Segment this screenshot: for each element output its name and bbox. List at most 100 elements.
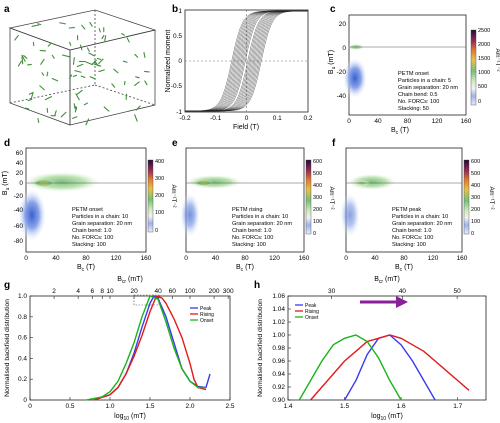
b-ylabel: Normalized moment [165,30,172,93]
svg-text:Particles in a chain: 10: Particles in a chain: 10 [392,214,448,220]
top-tick-label: 50 [454,288,462,295]
particle-chain [24,107,30,110]
ytick-label: 0.8 [18,314,27,321]
ytick-label: 0 [23,397,27,404]
cbar-tick: 100 [471,219,480,225]
ytick-label: 1.02 [272,319,285,326]
cbar-tick: 1000 [478,70,490,76]
cbar-unit-c: Am⁻¹T⁻² [494,49,500,72]
ytick-label: 0.94 [272,371,285,378]
b-yticks: 1 0.5 0 -0.5 -1 [171,8,183,116]
legend-rising: Rising [305,309,319,315]
cbar-tick: 100 [155,210,164,216]
c-ytick: -20 [337,69,347,76]
e-xtick: 120 [269,255,280,262]
h-series [298,334,470,401]
f-xtick: 40 [371,255,379,262]
c-xtick: 120 [432,118,443,125]
f-xtick: 80 [400,255,408,262]
svg-text:Particles in a chain: 10: Particles in a chain: 10 [232,214,288,220]
xtick-label: 1.5 [145,403,154,410]
particle-chain [98,69,105,73]
particle-chain [44,96,53,101]
particle-chain [75,105,77,111]
svg-text:No. FORCs: 100: No. FORCs: 100 [398,99,439,105]
xtick-label: 2.5 [225,403,234,410]
panel-label-e: e [172,138,178,149]
particle-chain [101,34,105,40]
svg-text:Stacking: 100: Stacking: 100 [392,242,426,248]
f-xtick: 160 [457,255,468,262]
particle-chain [76,63,84,68]
particle-chain [81,24,86,30]
g-yticks: 1.0 0.8 0.6 0.4 0.2 0 [18,293,33,404]
negative-region [343,58,367,98]
particle-chain [21,54,26,62]
cbar-tick: 400 [155,159,164,165]
svg-text:Grain separation: 20 nm: Grain separation: 20 nm [398,85,458,91]
forc-diagram-e: 0 40 80 120 160 Bc (T) PETM rising Parti… [180,147,334,273]
svg-text:Chain bend: 0.5: Chain bend: 0.5 [398,92,438,98]
h-xlabel: log10 (mT) [371,413,403,422]
particle-chain [71,116,78,119]
top-tick-label: 60 [169,288,177,295]
top-tick-label: 10 [106,288,114,295]
particle-chain [135,76,140,79]
xtick-label: 1.0 [105,403,114,410]
cbar-tick: 200 [155,193,164,199]
particle-chain [72,74,78,77]
particle-chain [89,76,95,79]
d-annotation: PETM onset Particles in a chain: 10 Grai… [72,207,132,248]
svg-text:No. FORCs: 100: No. FORCs: 100 [72,235,113,241]
ytick-label: 0.2 [18,376,27,383]
h-yticks: 1.06 1.04 1.02 1.00 0.98 0.96 0.94 0.92 0.90 [272,293,291,404]
xtick-label: 0 [28,403,32,410]
particle-chain [75,93,80,101]
ytick-label: 0.92 [272,384,285,391]
c-ytick: 0 [342,45,346,52]
c-xlabel: Bc (T) [391,127,409,136]
svg-text:Particles in a chain: 10: Particles in a chain: 10 [72,214,128,220]
particle-chain [144,80,148,86]
forc-diagram-d: 0 40 80 120 160 60 40 20 0 -20 -40 -60 -… [2,147,176,273]
d-ylabel: Bu (mT) [2,171,11,195]
b-xtick: -0.2 [179,115,191,122]
e-xtick: 40 [212,255,220,262]
c-annotation: PETM onset Particles in a chain: 5 Grain… [398,71,458,112]
particle-chain [31,24,40,27]
particle-chain [37,118,40,123]
b-xtick: 0.2 [303,115,312,122]
particle-chain [40,58,45,65]
particle-chain [134,53,139,58]
cbar-tick: 2500 [478,28,490,34]
svg-text:Chain bend: 1.0: Chain bend: 1.0 [232,228,272,234]
c-xtick: 80 [404,118,412,125]
c-xtick: 40 [374,118,382,125]
particle-chain [89,21,93,27]
cbar-tick: 300 [471,195,480,201]
d-xtick: 40 [52,255,60,262]
svg-text:No. FORCs: 100: No. FORCs: 100 [392,235,433,241]
top-tick-label: 2 [52,288,56,295]
d-xtick: 120 [111,255,122,262]
panel-label-b: b [172,4,178,15]
b-ytick: 0.5 [173,33,182,40]
series-line-onset [298,334,402,401]
particle-chain [85,61,93,66]
hysteresis-branch-down [185,10,308,112]
ytick-label: 0.96 [272,358,285,365]
svg-text:Chain bend: 1.0: Chain bend: 1.0 [72,228,112,234]
xtick-label: 1.5 [340,403,349,410]
hysteresis-branch-up [185,10,308,112]
particle-chain [72,57,75,65]
top-tick-label: 8 [100,288,104,295]
particle-chain [69,41,72,46]
particle-chain [60,111,67,118]
c-ytick: 20 [339,21,347,28]
spread-region [24,172,100,192]
cbar-tick: 2000 [478,42,490,48]
hysteresis-loops [185,10,308,112]
b-ytick: -1 [176,109,182,116]
c-xtick: 160 [461,118,472,125]
particle-chain [37,23,42,26]
